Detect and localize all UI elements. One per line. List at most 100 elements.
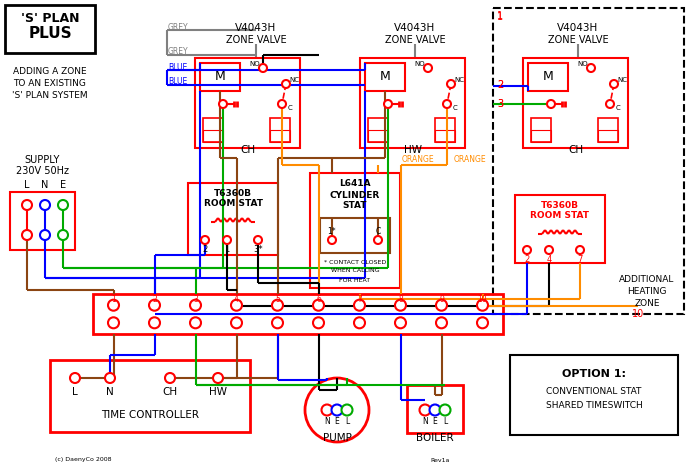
Text: M: M — [215, 71, 226, 83]
Text: CH: CH — [569, 145, 584, 155]
Text: E: E — [60, 180, 66, 190]
Circle shape — [436, 300, 447, 311]
Text: TO AN EXISTING: TO AN EXISTING — [14, 80, 86, 88]
Text: ROOM STAT: ROOM STAT — [204, 199, 262, 209]
Text: 3: 3 — [193, 295, 198, 305]
Text: V4043H: V4043H — [558, 23, 599, 33]
Text: BLUE: BLUE — [168, 78, 187, 87]
Circle shape — [282, 80, 290, 88]
Text: NC: NC — [289, 77, 299, 83]
Circle shape — [58, 200, 68, 210]
Bar — [310, 173, 400, 288]
Text: BOILER: BOILER — [416, 433, 454, 443]
Circle shape — [22, 230, 32, 240]
Circle shape — [610, 80, 618, 88]
Circle shape — [477, 317, 488, 328]
Text: C: C — [615, 105, 620, 111]
Bar — [5, 5, 95, 53]
Bar — [515, 195, 605, 263]
Text: ZONE VALVE: ZONE VALVE — [548, 35, 609, 45]
Text: 2: 2 — [497, 80, 503, 90]
Text: 7: 7 — [578, 255, 582, 263]
Circle shape — [395, 300, 406, 311]
Circle shape — [149, 300, 160, 311]
Text: 'S' PLAN: 'S' PLAN — [21, 13, 79, 25]
Circle shape — [384, 100, 392, 108]
Text: FOR HEAT: FOR HEAT — [339, 278, 371, 283]
Bar — [50, 360, 250, 432]
Text: 2: 2 — [152, 295, 157, 305]
Circle shape — [374, 236, 382, 244]
Circle shape — [272, 300, 283, 311]
Bar — [407, 385, 463, 433]
Text: HW: HW — [209, 387, 227, 397]
Circle shape — [305, 378, 369, 442]
Bar — [493, 8, 684, 314]
Text: T6360B: T6360B — [541, 200, 579, 210]
Circle shape — [545, 246, 553, 254]
Circle shape — [587, 64, 595, 72]
Circle shape — [429, 404, 440, 416]
Text: ZONE: ZONE — [634, 300, 660, 308]
Text: PUMP: PUMP — [322, 433, 351, 443]
Text: M: M — [380, 71, 391, 83]
Text: V4043H: V4043H — [235, 23, 277, 33]
Text: ORANGE: ORANGE — [454, 155, 486, 164]
Text: L: L — [345, 417, 349, 426]
Bar — [203, 118, 223, 142]
Text: 8: 8 — [398, 295, 403, 305]
Text: BLUE: BLUE — [168, 64, 187, 73]
Circle shape — [342, 404, 353, 416]
Circle shape — [576, 246, 584, 254]
Text: Rev1a: Rev1a — [431, 458, 450, 462]
Text: GREY: GREY — [168, 47, 188, 57]
Text: 2: 2 — [524, 255, 530, 263]
Circle shape — [70, 373, 80, 383]
Text: 'S' PLAN SYSTEM: 'S' PLAN SYSTEM — [12, 92, 88, 101]
Text: ZONE VALVE: ZONE VALVE — [385, 35, 445, 45]
Circle shape — [219, 100, 227, 108]
Text: 10: 10 — [632, 309, 644, 319]
Bar — [368, 130, 388, 142]
Text: * CONTACT CLOSED: * CONTACT CLOSED — [324, 259, 386, 264]
Text: 9: 9 — [439, 295, 444, 305]
Text: 5: 5 — [275, 295, 280, 305]
Circle shape — [190, 300, 201, 311]
Text: L: L — [72, 387, 78, 397]
Circle shape — [328, 236, 336, 244]
Circle shape — [477, 300, 488, 311]
Bar — [93, 294, 503, 334]
Circle shape — [223, 236, 231, 244]
Circle shape — [231, 317, 242, 328]
Circle shape — [313, 300, 324, 311]
Circle shape — [447, 80, 455, 88]
Text: GREY: GREY — [168, 23, 188, 32]
Text: CH: CH — [162, 387, 177, 397]
Bar — [200, 63, 240, 91]
Text: T6360B: T6360B — [214, 189, 252, 197]
Text: E: E — [335, 417, 339, 426]
Circle shape — [259, 64, 267, 72]
Circle shape — [354, 317, 365, 328]
Text: ZONE VALVE: ZONE VALVE — [226, 35, 286, 45]
Text: E: E — [433, 417, 437, 426]
Circle shape — [22, 200, 32, 210]
Text: NC: NC — [454, 77, 464, 83]
Bar — [270, 118, 290, 142]
Text: 1: 1 — [497, 12, 503, 22]
Text: V4043H: V4043H — [395, 23, 435, 33]
Circle shape — [606, 100, 614, 108]
Bar — [10, 192, 75, 250]
Bar — [531, 118, 551, 142]
Text: 2: 2 — [497, 80, 503, 90]
Bar — [598, 130, 618, 142]
Circle shape — [440, 404, 451, 416]
Text: SUPPLY: SUPPLY — [24, 155, 60, 165]
Circle shape — [201, 236, 209, 244]
Circle shape — [395, 317, 406, 328]
Circle shape — [105, 373, 115, 383]
Circle shape — [165, 373, 175, 383]
Text: N: N — [324, 417, 330, 426]
Circle shape — [322, 404, 333, 416]
Circle shape — [278, 100, 286, 108]
